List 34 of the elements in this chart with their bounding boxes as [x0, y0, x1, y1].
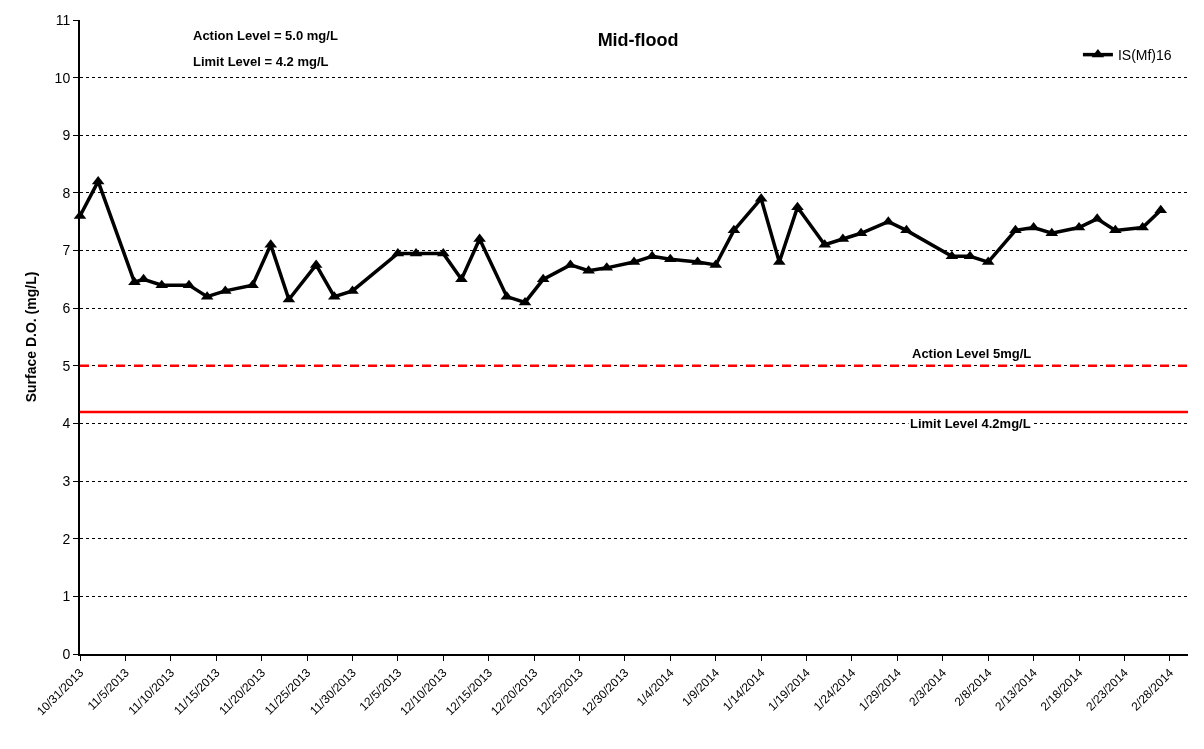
point [1072, 221, 1086, 231]
y-tick-label: 7 [62, 242, 71, 259]
y-tick-label: 10 [54, 69, 71, 86]
y-tick-label: 5 [62, 357, 71, 374]
y-tick-label: 9 [62, 127, 71, 144]
point [536, 273, 550, 283]
y-axis-title: Surface D.O. (mg/L) [22, 271, 39, 403]
ref-line-label: Action Level 5mg/L [912, 346, 1032, 361]
point [727, 224, 741, 234]
point [900, 224, 913, 234]
point [1108, 224, 1122, 234]
point [91, 175, 105, 185]
point [1136, 221, 1149, 231]
annotation: Action Level = 5.0 mg/L [193, 28, 338, 43]
y-tick-label: 2 [62, 530, 71, 547]
y-tick-label: 1 [62, 588, 71, 605]
y-tick-label: 6 [62, 300, 71, 317]
y-tick-label: 4 [62, 415, 71, 432]
annotation: Limit Level = 4.2 mg/L [193, 54, 329, 69]
ref-line-label: Limit Level 4.2mg/L [910, 416, 1031, 431]
y-tick-label: 8 [62, 184, 71, 201]
point [518, 296, 532, 306]
point [791, 201, 804, 211]
y-tick-label: 3 [62, 472, 71, 489]
point [1009, 224, 1022, 234]
point [455, 273, 468, 283]
point [391, 247, 405, 257]
y-tick-label: 11 [55, 11, 71, 28]
point [436, 247, 450, 257]
legend-label: IS(Mf)16 [1117, 47, 1172, 64]
point [945, 250, 959, 260]
text: Mid-flood [597, 30, 679, 51]
point [409, 247, 423, 257]
y-tick-label: 0 [62, 645, 71, 662]
